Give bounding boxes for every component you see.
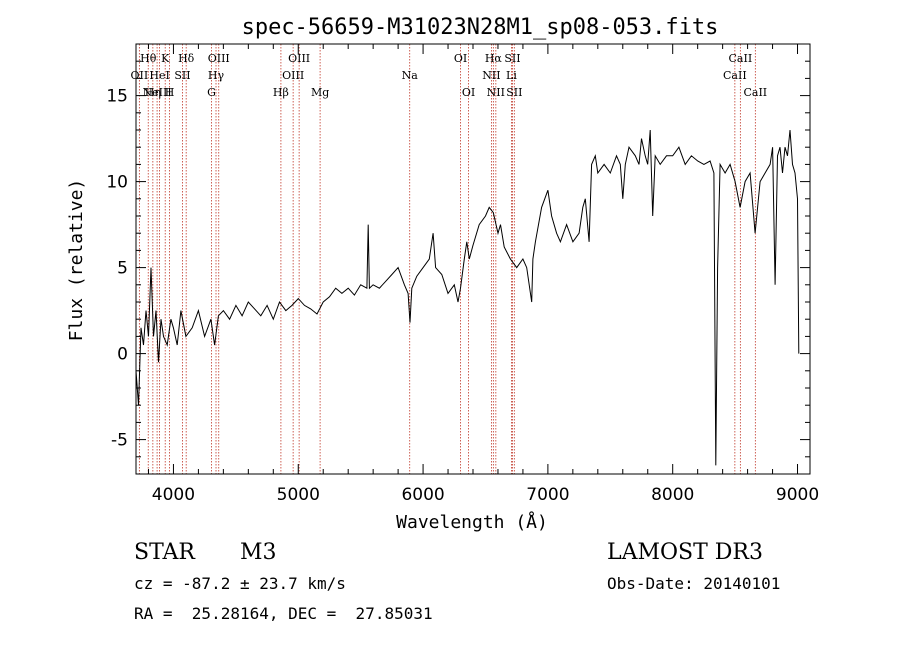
line-label-19: NII [482, 69, 500, 82]
x-tick-label-0: 4000 [152, 485, 195, 505]
line-label-22: Li [506, 69, 517, 82]
line-label-8: Hδ [178, 52, 195, 65]
line-label-5: K [161, 52, 170, 65]
object-class: STAR [134, 540, 195, 565]
line-label-11: OIII [208, 52, 230, 65]
line-label-10: Hγ [208, 69, 225, 82]
flux-curve [135, 129, 800, 466]
y-axis-label: Flux (relative) [66, 179, 87, 342]
object-subclass: M3 [240, 540, 277, 565]
redshift-value: cz = -87.2 ± 23.7 km/s [134, 574, 346, 593]
line-label-9: G [207, 86, 216, 99]
line-label-1: Hθ [140, 52, 157, 65]
x-axis: 4000 5000 6000 7000 8000 9000 [147, 44, 819, 505]
line-label-27: CaII [743, 86, 767, 99]
line-label-13: OIII [282, 69, 304, 82]
line-label-24: SII [506, 86, 522, 99]
line-label-3: NeIII [143, 86, 172, 99]
y-tick-label-2: 5 [117, 259, 128, 279]
line-label-15: Mg [311, 86, 329, 99]
x-tick-label-1: 5000 [277, 485, 320, 505]
line-label-7: SII [174, 69, 190, 82]
line-label-17: OI [454, 52, 467, 65]
spectral-line-markers [138, 44, 756, 474]
plot-frame [135, 43, 811, 475]
chart-title: spec-56659-M31023N28M1_sp08-053.fits [242, 15, 719, 40]
spectrum-chart: spec-56659-M31023N28M1_sp08-053.fits OII… [66, 15, 819, 533]
line-label-21: NII [487, 86, 505, 99]
coordinates: RA = 25.28164, DEC = 27.85031 [134, 604, 433, 623]
y-tick-label-0: -5 [111, 431, 128, 451]
x-tick-label-2: 6000 [401, 485, 444, 505]
line-label-14: OIII [288, 52, 310, 65]
line-label-26: CaII [729, 52, 753, 65]
x-tick-label-4: 8000 [651, 485, 694, 505]
line-label-12: Hβ [273, 86, 289, 99]
line-label-18: OI [462, 86, 475, 99]
y-axis: -5 0 5 10 15 [106, 60, 810, 458]
line-label-23: SII [504, 52, 520, 65]
x-tick-label-3: 7000 [526, 485, 569, 505]
line-label-16: Na [402, 69, 419, 82]
line-label-6: H [165, 86, 175, 99]
y-tick-label-3: 10 [106, 173, 128, 193]
line-label-4: HeI [149, 69, 169, 82]
y-tick-label-4: 15 [106, 87, 128, 107]
survey-name: LAMOST DR3 [607, 540, 763, 565]
y-tick-label-1: 0 [117, 345, 128, 365]
line-label-25: CaII [723, 69, 747, 82]
x-tick-label-5: 9000 [776, 485, 819, 505]
line-label-20: Hα [485, 52, 503, 65]
observation-date: Obs-Date: 20140101 [607, 574, 781, 593]
line-label-0: OII [131, 69, 149, 82]
line-label-2: Hη [145, 86, 161, 99]
x-axis-label: Wavelength (Å) [396, 511, 548, 533]
